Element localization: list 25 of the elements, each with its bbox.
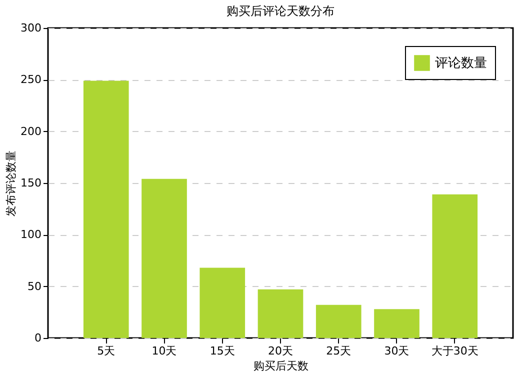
- y-axis-title: 发布评论数量: [4, 150, 18, 216]
- bar: [200, 268, 246, 338]
- y-tick-label: 300: [20, 22, 42, 34]
- y-tick-label: 250: [20, 73, 42, 86]
- x-tick-label: 25天: [326, 344, 352, 358]
- y-tick-label: 50: [28, 280, 42, 293]
- x-tick-label: 大于30天: [431, 344, 478, 358]
- x-tick-label: 5天: [97, 344, 116, 358]
- bar: [432, 194, 478, 338]
- bar: [316, 304, 362, 338]
- bar: [374, 309, 420, 338]
- x-axis-title: 购买后天数: [254, 360, 308, 372]
- chart-title: 购买后评论天数分布: [226, 4, 334, 18]
- bar: [258, 289, 304, 338]
- bar: [142, 178, 187, 338]
- y-tick-label: 0: [34, 332, 42, 344]
- y-tick-label: 100: [20, 228, 42, 242]
- x-tick-label: 15天: [210, 344, 235, 358]
- x-tick-label: 20天: [268, 344, 293, 358]
- x-tick-label: 30天: [384, 344, 410, 358]
- x-tick-label: 10天: [152, 344, 177, 358]
- bar: [83, 80, 129, 338]
- legend-label: 评论数量: [435, 56, 487, 71]
- y-tick-label: 150: [20, 176, 42, 190]
- y-tick-label: 200: [20, 124, 42, 138]
